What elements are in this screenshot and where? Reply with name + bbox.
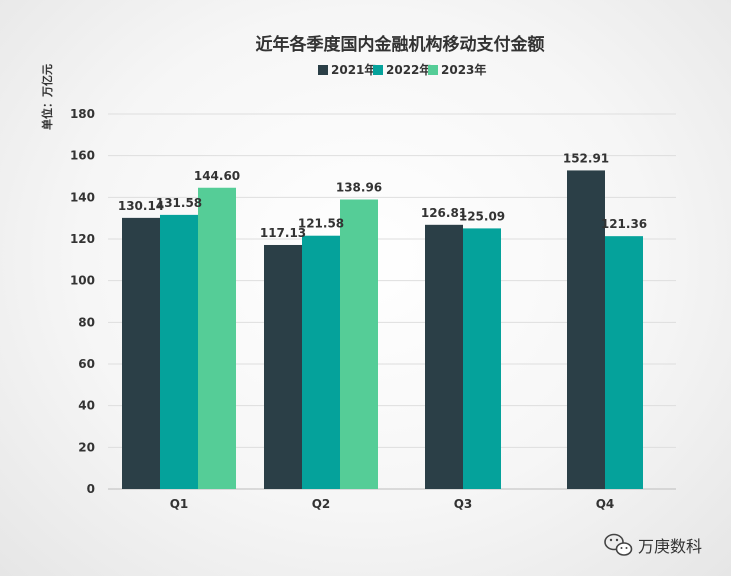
data-label: 144.60	[194, 169, 240, 183]
data-label: 121.58	[298, 217, 344, 231]
bar-q3-2022	[463, 228, 501, 490]
data-label: 125.09	[459, 209, 505, 223]
bar-q1-2022	[160, 214, 198, 489]
unit-label: 单位：万亿元	[40, 64, 54, 130]
y-tick-label: 100	[70, 274, 95, 288]
y-tick-label: 180	[70, 107, 95, 121]
legend-swatch-2023	[428, 65, 438, 75]
bar-q1-2021	[122, 217, 160, 489]
bar-q4-2022	[605, 236, 643, 489]
y-tick-label: 60	[78, 357, 95, 371]
chart-title: 近年各季度国内金融机构移动支付金额	[256, 34, 545, 55]
bars	[122, 170, 643, 490]
y-tick-label: 120	[70, 232, 95, 246]
y-tick-label: 0	[87, 482, 95, 496]
legend-label-2022: 2022年	[386, 62, 431, 77]
bar-q3-2021	[425, 224, 463, 489]
x-tick-label: Q3	[454, 497, 473, 511]
x-tick-label: Q2	[312, 497, 331, 511]
data-label: 117.13	[260, 226, 306, 240]
data-label: 130.14	[118, 199, 164, 213]
x-tick-label: Q1	[170, 497, 189, 511]
data-label: 126.81	[421, 206, 467, 220]
legend-label-2021: 2021年	[331, 62, 376, 77]
bar-q2-2021	[264, 244, 302, 489]
legend-label-2023: 2023年	[441, 62, 486, 77]
bar-q2-2022	[302, 235, 340, 489]
bar-q4-2021	[567, 170, 605, 489]
data-label: 131.58	[156, 196, 202, 210]
bar-q1-2023	[198, 187, 236, 489]
legend: 2021年 2022年 2023年	[318, 62, 486, 77]
y-tick-label: 20	[78, 440, 95, 454]
x-axis: Q1 Q2 Q3 Q4	[170, 497, 615, 511]
x-tick-label: Q4	[596, 497, 615, 511]
y-tick-label: 80	[78, 315, 95, 329]
y-tick-label: 40	[78, 399, 95, 413]
data-label: 152.91	[563, 151, 609, 165]
y-tick-label: 160	[70, 149, 95, 163]
bar-q2-2023	[340, 199, 378, 489]
watermark-text: 万庚数科	[638, 537, 702, 556]
data-label: 138.96	[336, 181, 382, 195]
y-axis: 0 20 40 60 80 100 120 140 160 180	[70, 107, 95, 496]
y-tick-label: 140	[70, 190, 95, 204]
legend-swatch-2021	[318, 65, 328, 75]
watermark: 万庚数科	[604, 533, 702, 556]
data-label: 121.36	[601, 217, 647, 231]
legend-swatch-2022	[373, 65, 383, 75]
wechat-icon	[604, 533, 633, 556]
